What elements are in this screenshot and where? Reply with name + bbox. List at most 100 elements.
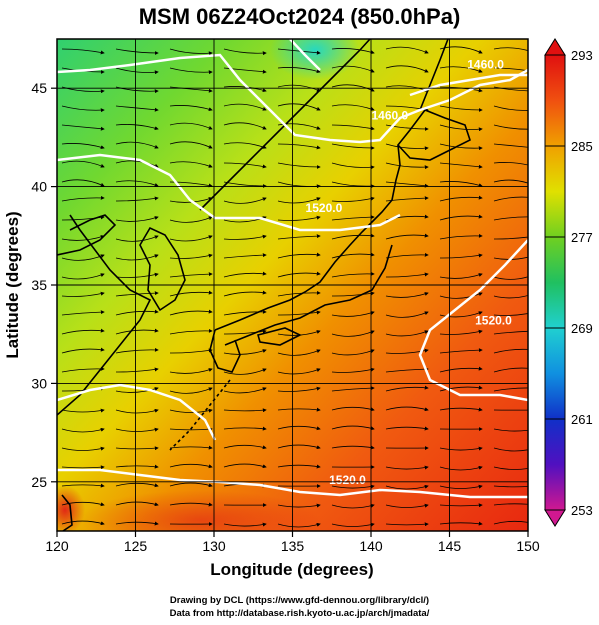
streamline bbox=[385, 484, 429, 490]
colorbar-ticks: 293 285 277 269 261 253 bbox=[545, 48, 593, 518]
streamline bbox=[277, 215, 321, 221]
streamline bbox=[385, 522, 429, 527]
streamline bbox=[115, 235, 159, 242]
coastline-hokkaido bbox=[396, 109, 471, 161]
streamline bbox=[115, 124, 159, 131]
streamline bbox=[331, 104, 375, 111]
streamline bbox=[385, 124, 429, 131]
contour-line-upper-left bbox=[57, 53, 528, 144]
streamline bbox=[331, 271, 375, 278]
streamline bbox=[115, 482, 159, 488]
streamline bbox=[277, 84, 321, 92]
streamline bbox=[223, 408, 267, 413]
streamline bbox=[493, 367, 528, 373]
coastline-shikoku bbox=[257, 327, 302, 346]
streamline bbox=[223, 329, 267, 335]
coastline-bohai bbox=[57, 214, 117, 256]
streamline bbox=[493, 295, 528, 299]
streamline bbox=[385, 330, 429, 337]
coastline-russia bbox=[199, 39, 371, 211]
streamline bbox=[493, 179, 528, 184]
streamline bbox=[115, 427, 159, 432]
streamline bbox=[223, 444, 267, 450]
streamline bbox=[223, 48, 267, 56]
streamline bbox=[115, 141, 159, 149]
streamline bbox=[277, 67, 321, 74]
streamline bbox=[61, 347, 105, 354]
streamline bbox=[115, 387, 159, 393]
streamline bbox=[223, 103, 267, 111]
streamline bbox=[115, 328, 159, 335]
streamline bbox=[439, 385, 483, 392]
streamline bbox=[439, 273, 483, 279]
streamline bbox=[169, 235, 213, 242]
y-tick-label: 30 bbox=[31, 375, 47, 391]
streamline bbox=[277, 310, 321, 316]
figure-title: MSM 06Z24Oct2024 (850.0hPa) bbox=[139, 4, 461, 29]
streamline bbox=[439, 66, 483, 73]
streamline bbox=[169, 67, 213, 75]
streamline bbox=[493, 196, 528, 202]
streamline bbox=[223, 387, 267, 394]
streamline bbox=[385, 348, 429, 354]
streamline bbox=[439, 329, 483, 335]
streamline bbox=[385, 252, 429, 259]
streamline bbox=[439, 143, 483, 151]
colorbar: 293 285 277 269 261 253 bbox=[544, 38, 593, 527]
streamline bbox=[493, 256, 528, 260]
streamline bbox=[61, 427, 105, 433]
streamline bbox=[439, 292, 483, 299]
streamline bbox=[61, 195, 105, 202]
streamline bbox=[331, 124, 375, 131]
coastline-china bbox=[57, 214, 152, 416]
streamline bbox=[61, 105, 105, 113]
credits: Drawing by DCL (https://www.gfd-dennou.o… bbox=[0, 594, 599, 620]
colorbar-tick-label: 269 bbox=[571, 321, 593, 336]
streamline bbox=[385, 503, 429, 508]
streamline bbox=[439, 521, 483, 526]
streamline bbox=[493, 330, 528, 335]
streamline bbox=[331, 162, 375, 170]
contour-label: 1460.0 bbox=[467, 58, 504, 72]
streamline bbox=[115, 367, 159, 373]
streamline bbox=[493, 236, 528, 240]
streamline bbox=[169, 290, 213, 297]
streamline bbox=[277, 271, 321, 278]
streamline bbox=[115, 180, 159, 187]
streamline bbox=[61, 143, 105, 150]
streamline bbox=[331, 386, 375, 392]
streamline bbox=[115, 105, 159, 112]
streamline bbox=[169, 309, 213, 316]
streamline bbox=[169, 141, 213, 149]
streamline bbox=[115, 309, 159, 316]
streamline bbox=[331, 84, 375, 92]
streamline bbox=[277, 407, 321, 412]
coastline-kyushu bbox=[209, 329, 241, 373]
streamline bbox=[223, 271, 267, 278]
coastline-taiwan bbox=[61, 494, 73, 531]
streamline bbox=[439, 233, 483, 240]
x-tick-label: 150 bbox=[516, 538, 540, 554]
streamline bbox=[493, 466, 528, 470]
x-tick-label: 145 bbox=[438, 538, 462, 554]
streamline bbox=[331, 445, 375, 450]
streamline bbox=[277, 444, 321, 450]
streamline bbox=[493, 67, 528, 72]
streamline bbox=[439, 124, 483, 132]
streamline bbox=[61, 310, 105, 316]
y-tick-label: 25 bbox=[31, 474, 47, 490]
contour-label: 1520.0 bbox=[329, 473, 366, 487]
credit-drawing: Drawing by DCL (https://www.gfd-dennou.o… bbox=[169, 595, 430, 606]
streamline bbox=[385, 233, 429, 240]
streamline bbox=[385, 196, 429, 202]
streamline bbox=[61, 215, 105, 221]
streamline bbox=[169, 387, 213, 394]
streamline bbox=[439, 407, 483, 412]
streamline bbox=[439, 348, 483, 354]
streamline bbox=[277, 234, 321, 240]
coastline-korea bbox=[139, 226, 186, 312]
streamline bbox=[169, 272, 213, 278]
x-tick-label: 135 bbox=[281, 538, 305, 554]
streamline bbox=[169, 502, 213, 507]
streamline bbox=[439, 214, 483, 221]
